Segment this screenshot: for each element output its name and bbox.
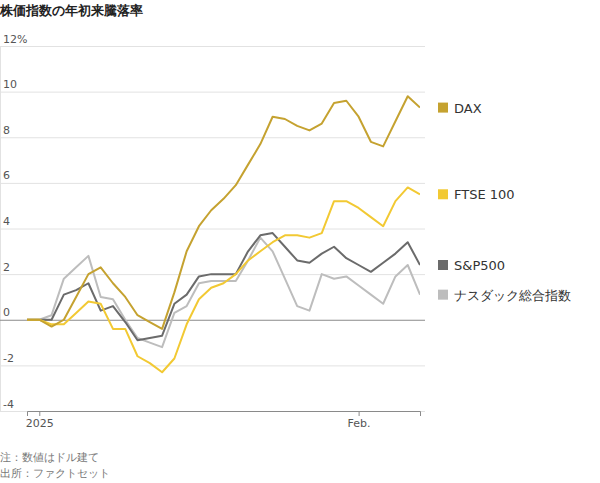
- legend: DAX FTSE 100 S&P500 ナスダック総合指数: [438, 101, 571, 303]
- legend-swatch: [438, 290, 448, 300]
- y-tick: 10: [0, 78, 425, 92]
- y-tick-label: 10: [3, 78, 17, 91]
- y-tick-label: -4: [3, 398, 14, 411]
- y-tick-label: 8: [3, 124, 10, 137]
- grid-line: [0, 137, 425, 138]
- y-tick-label: -2: [3, 352, 14, 365]
- legend-swatch: [438, 260, 448, 270]
- x-tick-label: Feb.: [348, 417, 371, 430]
- x-tick: Feb.: [348, 411, 371, 430]
- y-axis: -4 -2 0 2 4 6 8 10 12%: [0, 33, 425, 412]
- source: 出所：ファクトセット: [0, 467, 110, 480]
- y-tick: 8: [0, 124, 425, 138]
- legend-label: S&P500: [454, 258, 505, 273]
- x-axis-line: [28, 412, 421, 417]
- x-tick-mark: [39, 411, 40, 416]
- y-tick-label: 12%: [3, 33, 27, 46]
- grid-line: [0, 92, 425, 93]
- grid-line: [0, 229, 425, 230]
- y-tick: -2: [0, 352, 425, 366]
- x-axis: 2025 Feb.: [26, 411, 421, 430]
- y-tick: 6: [0, 169, 425, 183]
- y-tick: -4: [0, 398, 425, 412]
- legend-label: FTSE 100: [454, 187, 515, 202]
- y-tick: 4: [0, 215, 425, 229]
- lines: [27, 96, 420, 372]
- grid-line: [0, 183, 425, 184]
- legend-label: DAX: [454, 101, 482, 116]
- y-tick-label: 6: [3, 169, 10, 182]
- grid-line: [0, 365, 425, 366]
- series-line: [27, 96, 420, 329]
- y-tick: 2: [0, 261, 425, 275]
- title: 株価指数の年初来騰落率: [0, 3, 143, 18]
- legend-label: ナスダック総合指数: [454, 288, 571, 303]
- note: 注：数値はドル建て: [0, 451, 99, 464]
- grid-line: [0, 46, 425, 47]
- series-line: [27, 238, 420, 348]
- y-tick-label: 4: [3, 215, 10, 228]
- x-tick-mark: [359, 411, 360, 416]
- series-line: [27, 233, 420, 340]
- legend-swatch: [438, 103, 448, 113]
- y-tick: 12%: [0, 33, 425, 47]
- y-axis-line: [1, 47, 426, 412]
- y-tick-label: 2: [3, 261, 10, 274]
- y-tick-label: 0: [3, 306, 10, 319]
- legend-swatch: [438, 189, 448, 199]
- x-tick: 2025: [26, 411, 54, 430]
- chart: 株価指数の年初来騰落率 -4 -2 0 2 4 6 8 10 12% 2025 Feb. DAX FTSE…: [0, 0, 600, 483]
- x-tick-label: 2025: [26, 417, 54, 430]
